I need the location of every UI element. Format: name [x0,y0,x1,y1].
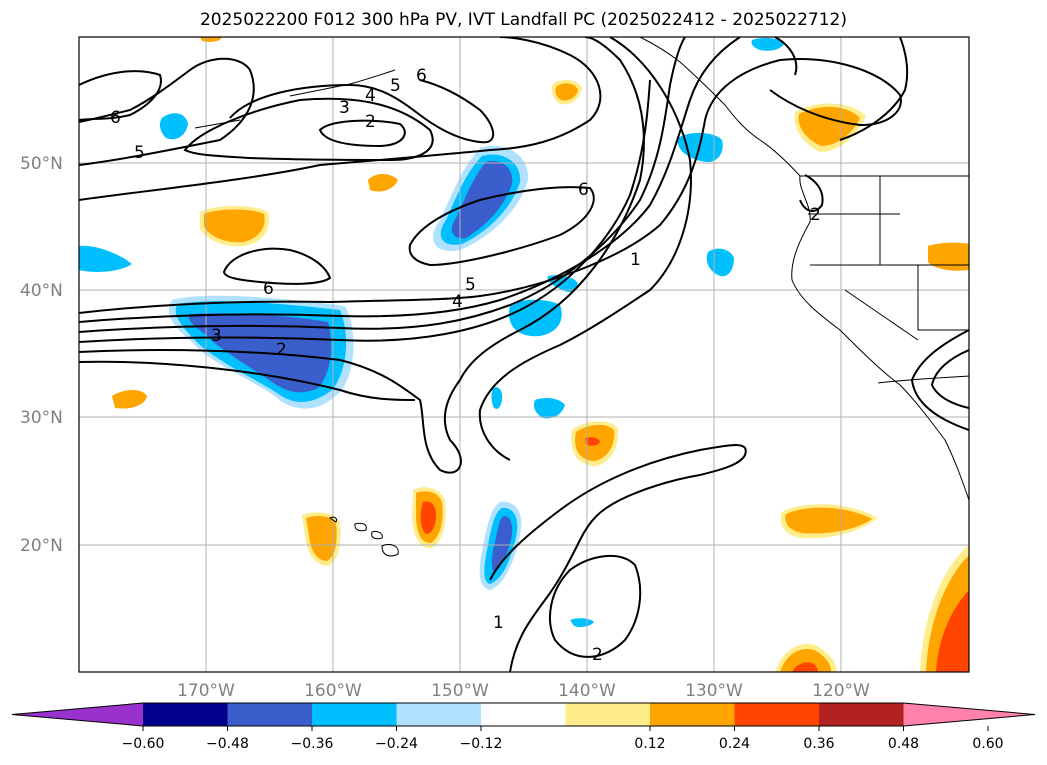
lat-label: 40°N [20,281,63,301]
negative-anomaly-region [706,248,734,277]
contour-label: 5 [134,143,145,163]
latitude-labels: 50°N 40°N 30°N 20°N [20,154,63,556]
positive-anomaly-region [204,209,265,243]
pv-contours [79,37,969,672]
contour-label: 6 [263,279,274,299]
shaded-fields [79,37,969,672]
lon-label: 160°W [304,681,362,701]
colorbar-tick-label: −0.48 [206,736,249,752]
contour-label: 6 [110,108,121,128]
lon-label: 170°W [177,681,235,701]
colorbar-segment [481,703,566,726]
contour-label: 2 [592,645,603,665]
colorbar-tick-label: 0.36 [803,736,834,752]
positive-anomaly-region [200,37,222,42]
positive-anomaly-region [785,507,872,534]
positive-anomaly-region [555,83,578,101]
map-title: 2025022200 F012 300 hPa PV, IVT Landfall… [199,10,847,30]
lon-label: 130°W [685,681,743,701]
negative-anomaly-region [79,245,132,272]
contour-label: 5 [390,76,401,96]
lon-label: 140°W [558,681,616,701]
colorbar-tick-label: 0.24 [719,736,750,752]
contour-label: 3 [211,326,222,346]
colorbar-tick-label: −0.60 [122,736,165,752]
contour-label: 2 [810,205,821,225]
colorbar: −0.60 −0.48 −0.36 −0.24 −0.12 0.12 0.24 0.36 0.4… [11,702,1036,752]
colorbar-segment [227,703,313,726]
positive-anomaly-region [928,242,969,271]
negative-anomaly-region [491,516,513,572]
colorbar-tick-label: −0.12 [460,736,503,752]
colorbar-extend-high [903,703,1035,726]
positive-anomaly-region [780,648,832,672]
contour-label: 2 [276,340,287,360]
negative-anomaly-region [570,618,594,627]
lon-label: 120°W [812,681,870,701]
contour-label: 1 [493,613,504,633]
contour-label: 5 [465,275,476,295]
colorbar-segment [312,703,397,726]
hawaii-islands [329,516,399,557]
colorbar-segment [734,703,820,726]
colorbar-segment [565,703,651,726]
contour-label: 2 [365,112,376,132]
positive-anomaly-region [306,516,337,561]
negative-anomaly-region [751,37,784,51]
positive-anomaly-region [112,390,147,409]
contour-label: 4 [365,86,376,106]
contour-label: 3 [339,98,350,118]
plot-frame [78,36,970,673]
colorbar-tick-label: −0.24 [375,736,418,752]
plot-area: 6 5 3 4 5 6 2 6 6 1 5 4 3 2 2 1 2 [79,37,969,672]
negative-anomaly-region [159,113,188,140]
negative-anomaly-region [533,397,565,419]
lon-label: 150°W [431,681,489,701]
contour-label: 4 [452,292,463,312]
colorbar-tick-label: 0.60 [972,736,1003,752]
gridlines [79,37,969,672]
contour-label: 6 [416,66,427,86]
lat-label: 20°N [20,536,63,556]
contour-label: 6 [578,180,589,200]
positive-anomaly-region [420,501,436,534]
colorbar-tick-label: 0.48 [888,736,919,752]
lat-label: 50°N [20,154,63,174]
colorbar-segment [396,703,482,726]
colorbar-tick-label: 0.12 [634,736,665,752]
colorbar-segment [819,703,904,726]
colorbar-extend-low [12,703,143,726]
longitude-labels: 170°W 160°W 150°W 140°W 130°W 120°W [177,681,870,701]
positive-anomaly-region [936,590,969,672]
negative-anomaly-region [491,387,503,409]
positive-anomaly-region [798,106,860,146]
colorbar-segment [143,703,228,726]
positive-anomaly-region [368,174,398,192]
colorbar-tick-label: −0.36 [291,736,334,752]
lat-label: 30°N [20,408,63,428]
colorbar-segment [650,703,735,726]
positive-anomaly-region [792,662,818,672]
contour-labels: 6 5 3 4 5 6 2 6 6 1 5 4 3 2 2 1 2 [110,66,821,665]
contour-label: 1 [630,250,641,270]
positive-anomaly-region [585,437,600,446]
